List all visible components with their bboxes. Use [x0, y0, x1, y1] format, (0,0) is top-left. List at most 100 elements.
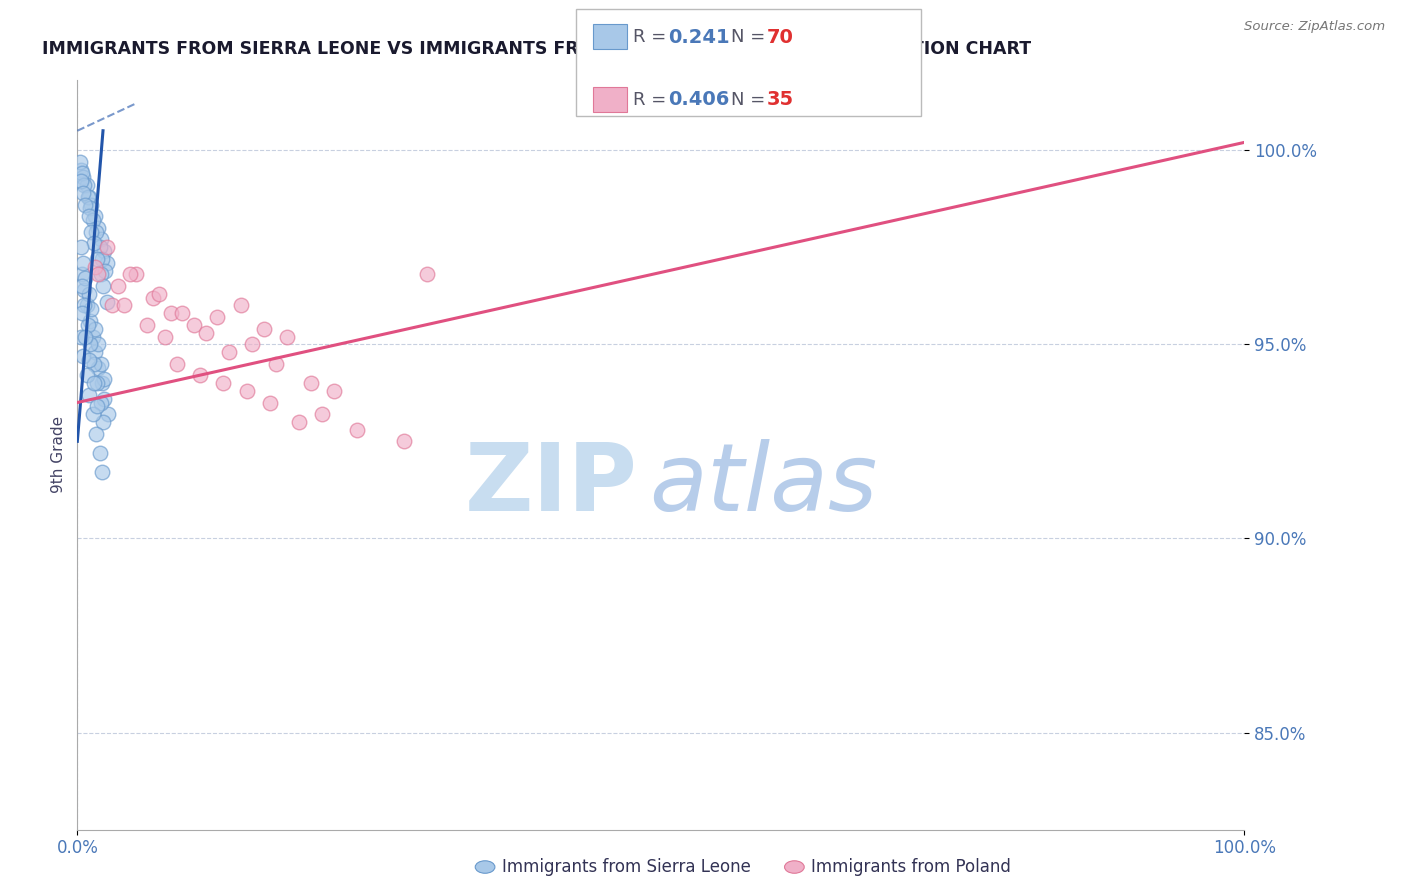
Point [79, 202, 101, 216]
Point [83, 322, 105, 336]
Point [69, 174, 91, 188]
Point [83, 357, 105, 371]
Point [288, 415, 311, 429]
Point [72, 349, 94, 363]
Point [77, 190, 100, 204]
Point [264, 357, 287, 371]
Point [69, 162, 91, 177]
Point [73, 178, 96, 193]
Point [207, 310, 229, 324]
Point [83, 260, 105, 274]
Text: atlas: atlas [650, 440, 877, 531]
Point [142, 291, 165, 305]
Text: R =: R = [633, 29, 672, 46]
Y-axis label: 9th Grade: 9th Grade [51, 417, 66, 493]
Point [69, 154, 91, 169]
Point [90, 268, 112, 282]
Point [93, 244, 115, 259]
Point [72, 186, 94, 200]
Point [84, 225, 107, 239]
Point [253, 322, 276, 336]
Point [148, 286, 170, 301]
Point [76, 178, 98, 193]
Point [89, 446, 111, 460]
Point [166, 357, 188, 371]
Point [212, 376, 235, 390]
Text: 35: 35 [766, 90, 793, 110]
Point [90, 232, 112, 246]
Point [90, 376, 112, 390]
Point [89, 240, 111, 254]
Point [77, 209, 100, 223]
Text: Source: ZipAtlas.com: Source: ZipAtlas.com [1244, 20, 1385, 33]
Point [235, 384, 257, 398]
Point [73, 298, 96, 312]
Point [311, 407, 333, 421]
Point [86, 400, 108, 414]
Point [79, 314, 101, 328]
Text: 0.406: 0.406 [668, 90, 730, 110]
Point [80, 197, 103, 211]
Point [276, 329, 298, 343]
Text: IMMIGRANTS FROM SIERRA LEONE VS IMMIGRANTS FROM POLAND 9TH GRADE CORRELATION CHA: IMMIGRANTS FROM SIERRA LEONE VS IMMIGRAN… [42, 40, 1032, 58]
Point [76, 298, 98, 312]
Point [90, 466, 112, 480]
Point [76, 368, 98, 383]
Point [112, 298, 135, 312]
Point [392, 434, 415, 449]
Point [299, 376, 322, 390]
Point [87, 268, 110, 282]
Point [86, 252, 108, 266]
Point [70, 268, 93, 282]
Point [124, 268, 148, 282]
Point [90, 357, 112, 371]
Point [93, 372, 115, 386]
Point [73, 283, 96, 297]
Point [82, 329, 104, 343]
Point [229, 298, 252, 312]
Point [77, 388, 100, 402]
Point [172, 306, 194, 320]
Point [93, 392, 115, 406]
Point [87, 220, 110, 235]
Point [94, 263, 117, 277]
Point [76, 190, 98, 204]
Point [242, 337, 264, 351]
Point [76, 318, 98, 332]
Point [83, 209, 105, 223]
Point [80, 225, 103, 239]
Point [75, 271, 97, 285]
Text: 70: 70 [766, 28, 793, 47]
Point [90, 395, 112, 409]
Text: R =: R = [633, 91, 672, 109]
Point [91, 279, 114, 293]
Point [96, 256, 118, 270]
Point [83, 345, 105, 359]
Point [79, 337, 101, 351]
Point [70, 279, 93, 293]
Point [90, 252, 112, 266]
Text: Immigrants from Sierra Leone: Immigrants from Sierra Leone [502, 858, 751, 876]
Point [80, 302, 103, 317]
Point [77, 352, 100, 367]
Point [84, 426, 107, 441]
Point [91, 415, 114, 429]
Point [69, 329, 91, 343]
Text: N =: N = [731, 91, 770, 109]
Point [194, 326, 217, 340]
Point [96, 294, 118, 309]
Point [218, 345, 240, 359]
Point [153, 329, 176, 343]
Point [183, 318, 205, 332]
Point [72, 256, 94, 270]
Point [96, 240, 118, 254]
Point [136, 318, 159, 332]
Point [188, 368, 211, 383]
Text: N =: N = [731, 29, 770, 46]
Text: 0.241: 0.241 [668, 28, 730, 47]
Text: ZIP: ZIP [464, 439, 637, 531]
Point [107, 279, 129, 293]
Point [259, 395, 281, 409]
Point [87, 337, 110, 351]
Point [77, 286, 100, 301]
